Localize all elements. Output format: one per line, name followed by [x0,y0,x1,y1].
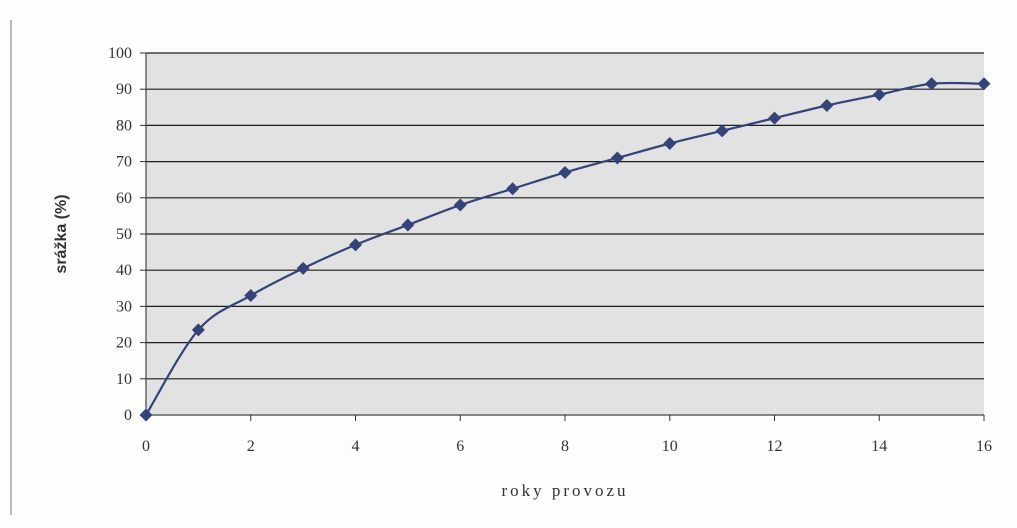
data-point-marker [610,151,624,165]
y-tick-label: 90 [116,81,132,98]
data-point-marker [715,124,729,138]
data-point-marker [349,238,362,252]
data-point-marker [977,77,991,91]
y-tick-label: 70 [116,154,132,171]
y-tick-label: 60 [116,190,132,207]
gridlines [146,52,984,380]
data-point-marker [872,88,886,102]
x-tick-label: 8 [561,438,569,455]
y-tick-label: 80 [116,117,132,134]
data-point-marker [820,98,834,112]
data-point-marker [558,165,572,179]
y-tick-label: 50 [116,226,132,243]
page-edge-rule [10,20,12,515]
data-point-marker [768,111,781,125]
x-tick-labels: 0 2 4 6 8 10 12 14 16 [142,415,992,455]
data-point-marker [401,218,415,232]
x-axis-label: roky provozu [501,481,628,500]
x-tick-label: 4 [352,438,360,455]
data-point-marker [453,198,467,212]
x-tick-label: 10 [662,438,678,455]
y-tick-label: 40 [116,262,132,279]
y-tick-labels: 0 10 20 30 40 50 60 70 80 90 100 [108,45,146,424]
y-tick-label: 100 [108,45,132,62]
series-line [145,81,985,416]
series-group [139,77,991,422]
y-tick-label: 0 [124,407,132,424]
y-tick-label: 20 [116,335,132,352]
y-tick-label: 30 [116,298,132,315]
data-point-marker [663,137,677,150]
data-point-marker [506,182,520,196]
y-axis-label: srážka (%) [53,194,70,273]
x-tick-label: 16 [976,438,992,455]
x-tick-label: 0 [142,438,150,455]
data-point-marker [139,408,153,422]
data-point-marker [244,289,258,303]
data-point-marker [296,261,310,275]
data-point-marker [191,323,205,337]
data-point-marker [925,77,939,91]
x-tick-label: 14 [871,438,887,455]
x-tick-label: 6 [456,438,464,455]
x-tick-label: 2 [247,438,255,455]
x-tick-label: 12 [767,438,783,455]
y-tick-label: 10 [116,371,132,388]
